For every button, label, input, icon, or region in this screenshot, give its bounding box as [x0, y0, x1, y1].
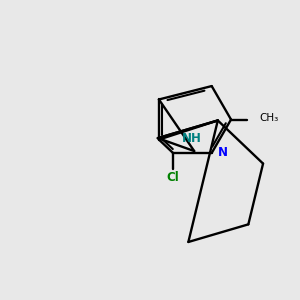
- Text: Cl: Cl: [167, 171, 179, 184]
- Text: NH: NH: [182, 132, 202, 145]
- Text: N: N: [218, 146, 228, 160]
- Text: CH₃: CH₃: [260, 113, 279, 123]
